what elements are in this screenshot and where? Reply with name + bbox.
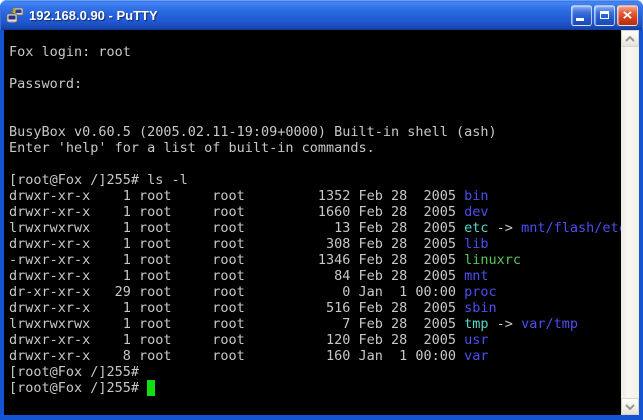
terminal-line: BusyBox v0.60.5 (2005.02.11-19:09+0000) … xyxy=(9,124,497,140)
terminal-screen[interactable]: Fox login: root Password: BusyBox v0.60.5 … xyxy=(4,30,621,415)
terminal-line: dr-xr-xr-x 29 root root 0 Jan 1 00:00 pr… xyxy=(9,284,497,300)
terminal-line: Enter 'help' for a list of built-in comm… xyxy=(9,140,375,156)
scrollbar-up-button[interactable] xyxy=(621,30,639,47)
terminal-line: Fox login: root xyxy=(9,44,131,60)
terminal-line: drwxr-xr-x 1 root root 516 Feb 28 2005 s… xyxy=(9,300,497,316)
chevron-down-icon xyxy=(625,403,635,410)
terminal-line: drwxr-xr-x 1 root root 308 Feb 28 2005 l… xyxy=(9,236,489,252)
window-bottom-border xyxy=(0,415,643,420)
terminal-line xyxy=(9,108,619,124)
minimize-icon xyxy=(576,17,584,21)
terminal-line: lrwxrwxrwx 1 root root 13 Feb 28 2005 et… xyxy=(9,220,621,236)
scrollbar-track[interactable] xyxy=(621,47,639,398)
title-bar[interactable]: 192.168.0.90 - PuTTY × xyxy=(0,0,643,30)
terminal-line: drwxr-xr-x 1 root root 1660 Feb 28 2005 … xyxy=(9,204,489,220)
terminal-line: [root@Fox /]255# ls -l xyxy=(9,172,188,188)
terminal-line: lrwxrwxrwx 1 root root 7 Feb 28 2005 tmp… xyxy=(9,316,578,332)
maximize-button[interactable] xyxy=(594,4,615,26)
terminal-line: drwxr-xr-x 1 root root 120 Feb 28 2005 u… xyxy=(9,332,489,348)
terminal-line: [root@Fox /]255# xyxy=(9,380,619,396)
window-body: Fox login: root Password: BusyBox v0.60.5 … xyxy=(0,30,643,415)
terminal-line: -rwxr-xr-x 1 root root 1346 Feb 28 2005 … xyxy=(9,252,522,268)
close-icon: × xyxy=(622,6,633,24)
terminal-line xyxy=(9,92,619,108)
terminal-scrollbar[interactable] xyxy=(621,30,639,415)
putty-icon[interactable] xyxy=(6,6,24,24)
terminal-line: drwxr-xr-x 1 root root 84 Feb 28 2005 mn… xyxy=(9,268,489,284)
terminal-line: Password: xyxy=(9,76,83,92)
terminal-line: drwxr-xr-x 8 root root 160 Jan 1 00:00 v… xyxy=(9,348,489,364)
terminal-cursor xyxy=(147,380,156,396)
close-button[interactable]: × xyxy=(617,4,638,26)
terminal-line xyxy=(9,156,619,172)
caption-buttons: × xyxy=(571,4,638,26)
chevron-up-icon xyxy=(625,35,635,42)
minimize-button[interactable] xyxy=(571,4,592,26)
terminal-line: [root@Fox /]255# xyxy=(9,364,140,380)
maximize-icon xyxy=(600,11,609,19)
scrollbar-down-button[interactable] xyxy=(621,398,639,415)
terminal-line xyxy=(9,60,619,76)
window-title: 192.168.0.90 - PuTTY xyxy=(29,7,158,23)
terminal-line: drwxr-xr-x 1 root root 1352 Feb 28 2005 … xyxy=(9,188,489,204)
